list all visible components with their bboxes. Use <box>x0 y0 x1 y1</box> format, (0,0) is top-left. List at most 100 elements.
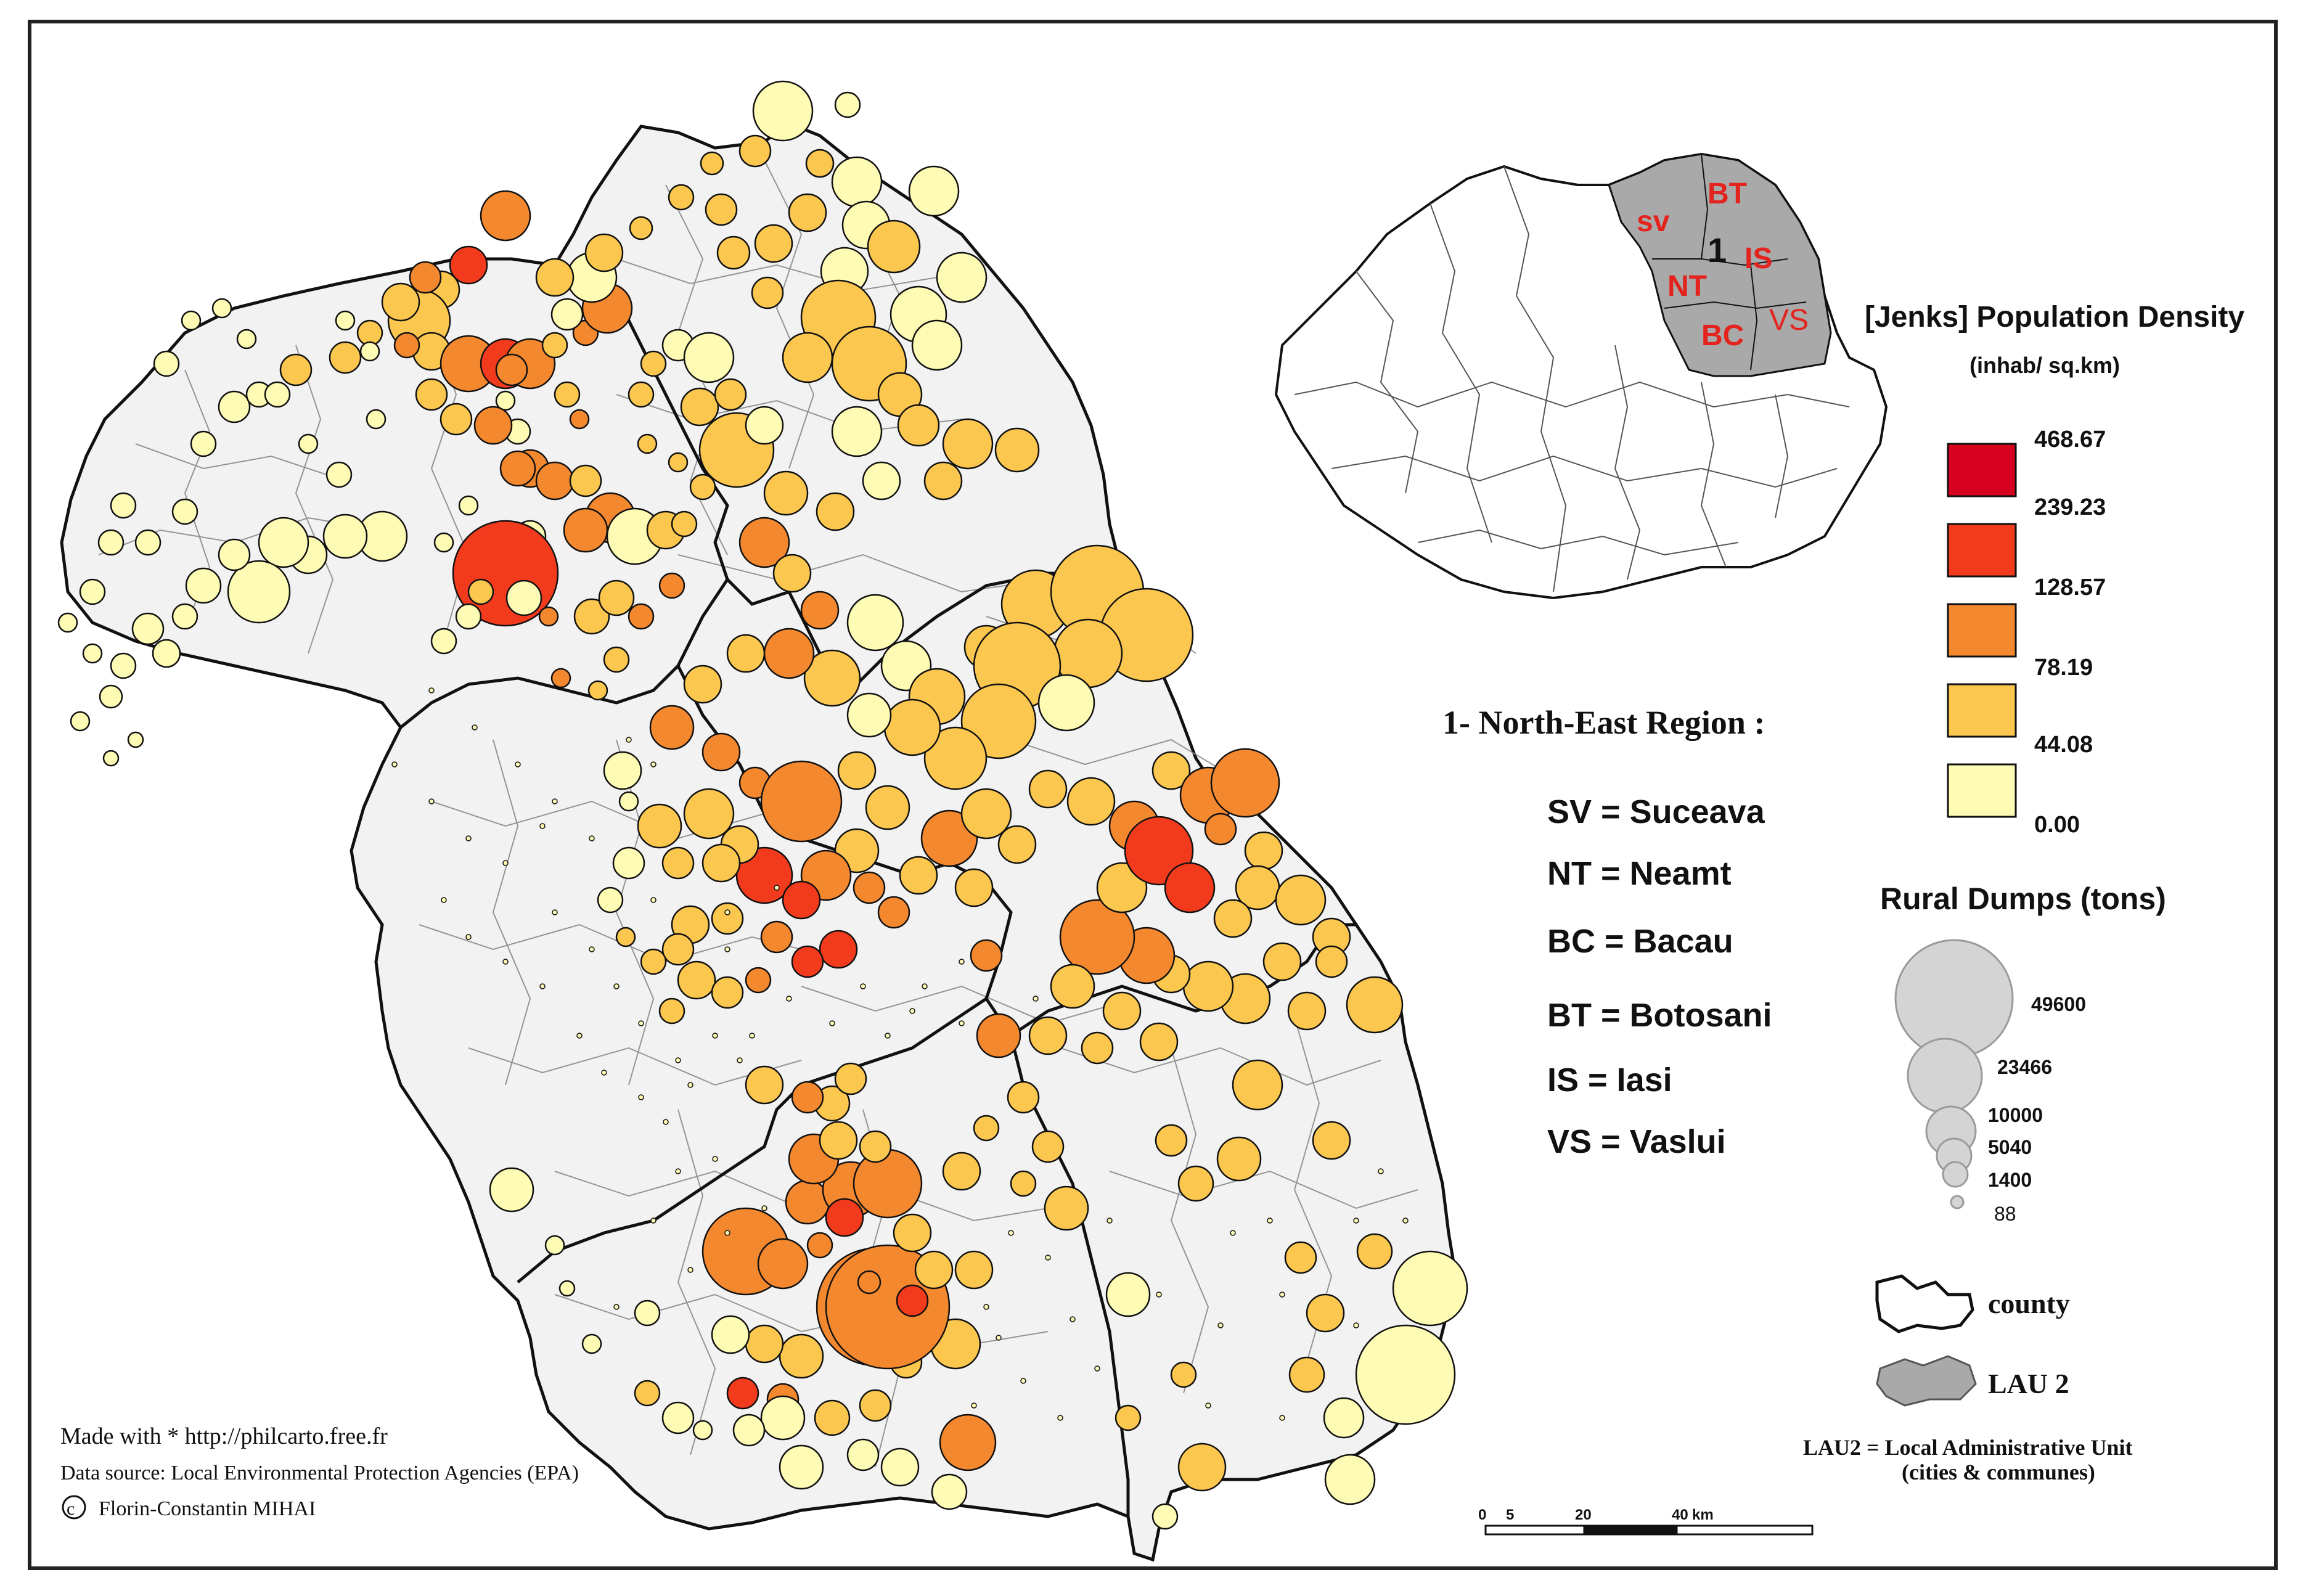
dump-symbol <box>597 886 624 914</box>
dump-symbol <box>846 594 904 652</box>
inset-code-bt: BT <box>1708 178 1747 210</box>
credits: Made with * http://philcarto.free.fr Dat… <box>60 1423 579 1520</box>
dump-symbol <box>1031 1130 1065 1163</box>
dump-symbol <box>603 646 630 673</box>
dump-symbol-small <box>909 1008 915 1014</box>
dump-symbol-small <box>428 687 435 694</box>
dump-symbol <box>853 871 886 904</box>
dump-symbol-small <box>761 1205 767 1211</box>
dump-symbol <box>640 350 667 377</box>
dump-symbol-small <box>860 983 866 989</box>
dump-symbol <box>782 880 821 920</box>
dump-symbol <box>701 732 741 772</box>
county-entry-bt: BT = Botosani <box>1547 997 1772 1034</box>
dump-symbol <box>393 332 420 359</box>
dump-symbol <box>923 461 963 501</box>
dump-symbol-small <box>1156 1291 1162 1298</box>
dump-symbol <box>1007 1081 1040 1114</box>
dump-symbol-small <box>391 761 398 767</box>
dump-symbol <box>857 1270 881 1295</box>
dump-symbol <box>264 381 291 408</box>
density-legend-title: [Jenks] Population Density <box>1865 301 2244 334</box>
dump-symbol <box>791 1081 824 1114</box>
density-break-5: 44.08 <box>2034 732 2093 758</box>
scale-tick-20: 20 <box>1575 1507 1592 1523</box>
dump-symbol <box>603 751 642 790</box>
dump-symbol <box>880 1447 920 1487</box>
dump-symbol <box>689 473 716 501</box>
dump-symbol <box>760 760 843 843</box>
dump-symbol <box>711 976 744 1009</box>
dump-symbol <box>322 514 368 559</box>
dump-symbol <box>1287 991 1327 1031</box>
dump-symbol <box>701 843 741 883</box>
dump-symbol <box>1312 1121 1351 1160</box>
dump-symbol <box>236 329 257 350</box>
dump-symbol <box>853 1148 923 1219</box>
dumps-value-4: 5040 <box>1988 1136 2032 1158</box>
dumps-legend-circle <box>1907 1037 1983 1114</box>
dump-symbol <box>433 532 454 553</box>
dump-symbol <box>658 997 685 1025</box>
dump-symbol <box>629 216 653 240</box>
dump-symbol <box>153 350 180 377</box>
scale-tick-40: 40 <box>1672 1507 1688 1523</box>
dump-symbol <box>805 149 835 178</box>
dump-symbol <box>455 603 482 630</box>
boundary-legend: county LAU 2 LAU2 = Local Administrative… <box>1803 1274 2133 1484</box>
dump-symbol <box>1306 1293 1345 1333</box>
dump-symbol <box>791 945 824 978</box>
dump-symbol <box>711 1315 750 1354</box>
density-legend-unit: (inhab/ sq.km) <box>1969 353 2120 378</box>
dump-symbol <box>846 692 892 738</box>
dump-symbol-small <box>971 1402 977 1409</box>
inset-code-vs: VS <box>1769 304 1809 337</box>
dump-symbol-small <box>638 1094 644 1100</box>
county-entry-sv: SV = Suceava <box>1547 793 1765 830</box>
dump-symbol-small <box>1045 1254 1051 1261</box>
dump-symbol <box>359 341 380 362</box>
dump-symbol <box>837 751 877 790</box>
dump-symbol <box>846 1438 880 1471</box>
dump-symbol <box>415 378 448 411</box>
dump-symbol <box>661 846 695 880</box>
dump-symbol-small <box>959 959 965 965</box>
dump-symbol <box>970 939 1003 972</box>
dump-symbol <box>335 310 356 331</box>
dump-symbol-small <box>675 1057 681 1063</box>
dump-symbol <box>1059 899 1135 975</box>
dump-symbol <box>381 282 420 322</box>
dumps-legend-circle <box>1950 1195 1965 1209</box>
density-legend: [Jenks] Population Density (inhab/ sq.km… <box>1865 301 2244 838</box>
dump-symbol <box>692 1420 713 1441</box>
dump-symbol-small <box>576 1033 583 1039</box>
dumps-legend-title: Rural Dumps (tons) <box>1880 882 2166 916</box>
dump-symbol-small <box>539 823 546 829</box>
dump-symbols <box>57 80 1468 1530</box>
scale-segment-3 <box>1675 1524 1814 1536</box>
dump-symbol <box>877 896 910 929</box>
dump-symbol-small <box>650 761 656 767</box>
dump-symbol <box>683 332 735 383</box>
dump-symbol <box>637 803 682 849</box>
dump-symbol <box>628 381 655 408</box>
dump-symbol-small <box>502 959 509 965</box>
inset-code-nt: NT <box>1667 270 1707 303</box>
dump-symbol <box>1170 1361 1197 1388</box>
dump-symbol-small <box>922 983 928 989</box>
dump-symbol <box>584 233 624 272</box>
credit-made-with: Made with * http://philcarto.free.fr <box>60 1423 388 1449</box>
dump-symbol <box>99 684 123 709</box>
dump-symbol <box>825 1198 864 1237</box>
dump-symbol <box>772 554 812 593</box>
density-break-1: 468.67 <box>2034 427 2106 452</box>
region-info-title: 1- North-East Region : <box>1442 704 1765 741</box>
dump-symbol-small <box>502 860 509 866</box>
dump-symbol <box>960 788 1012 840</box>
dump-symbol <box>449 245 488 285</box>
dump-symbol <box>800 591 840 630</box>
credit-data-source: Data source: Local Environmental Protect… <box>60 1462 579 1484</box>
dump-symbol <box>1356 1233 1393 1270</box>
dump-symbol <box>714 378 747 411</box>
